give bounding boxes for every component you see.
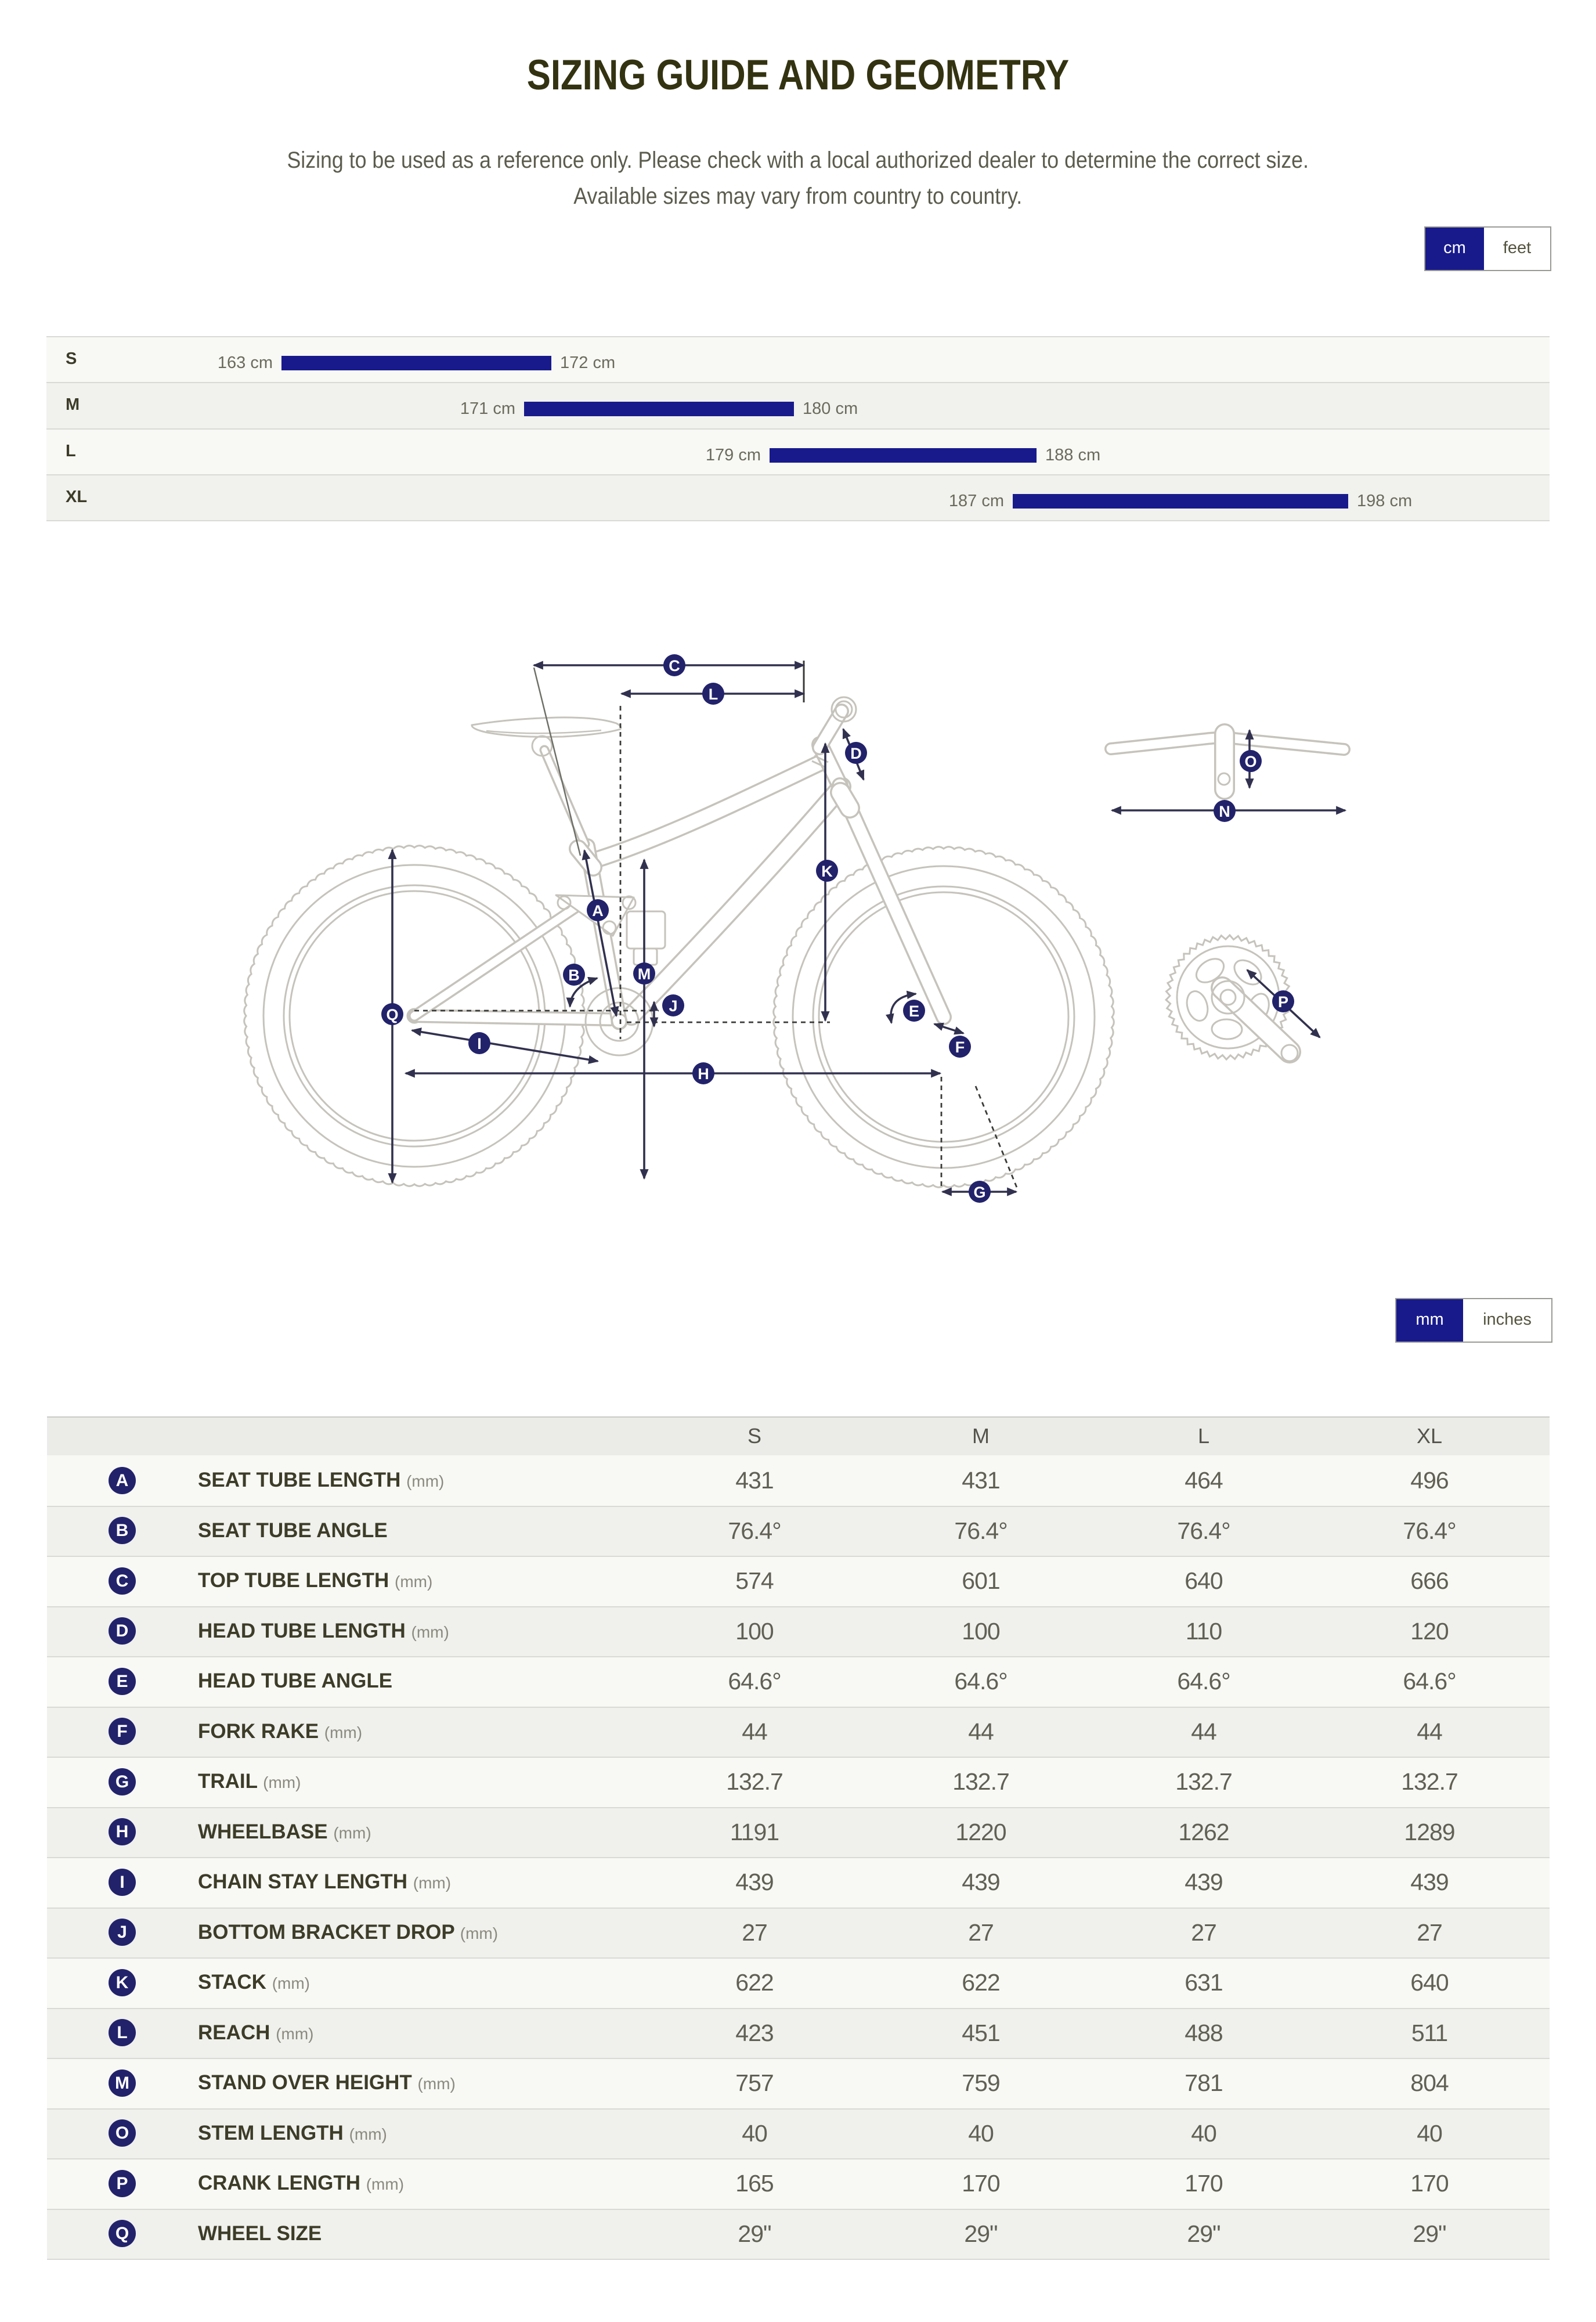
svg-text:K: K [821, 863, 833, 880]
svg-text:F: F [955, 1039, 965, 1056]
svg-text:O: O [1244, 753, 1256, 770]
svg-text:L: L [709, 686, 718, 703]
svg-text:Q: Q [386, 1006, 398, 1023]
svg-text:B: B [568, 967, 580, 984]
svg-text:M: M [638, 965, 651, 983]
svg-text:P: P [1278, 993, 1288, 1011]
svg-text:N: N [1219, 803, 1230, 820]
svg-text:J: J [669, 997, 677, 1015]
svg-text:H: H [698, 1065, 709, 1083]
svg-text:A: A [592, 902, 604, 920]
svg-text:D: D [850, 745, 862, 762]
svg-text:G: G [973, 1184, 985, 1201]
svg-text:E: E [909, 1003, 919, 1020]
svg-text:I: I [477, 1035, 482, 1052]
svg-text:C: C [669, 657, 680, 675]
